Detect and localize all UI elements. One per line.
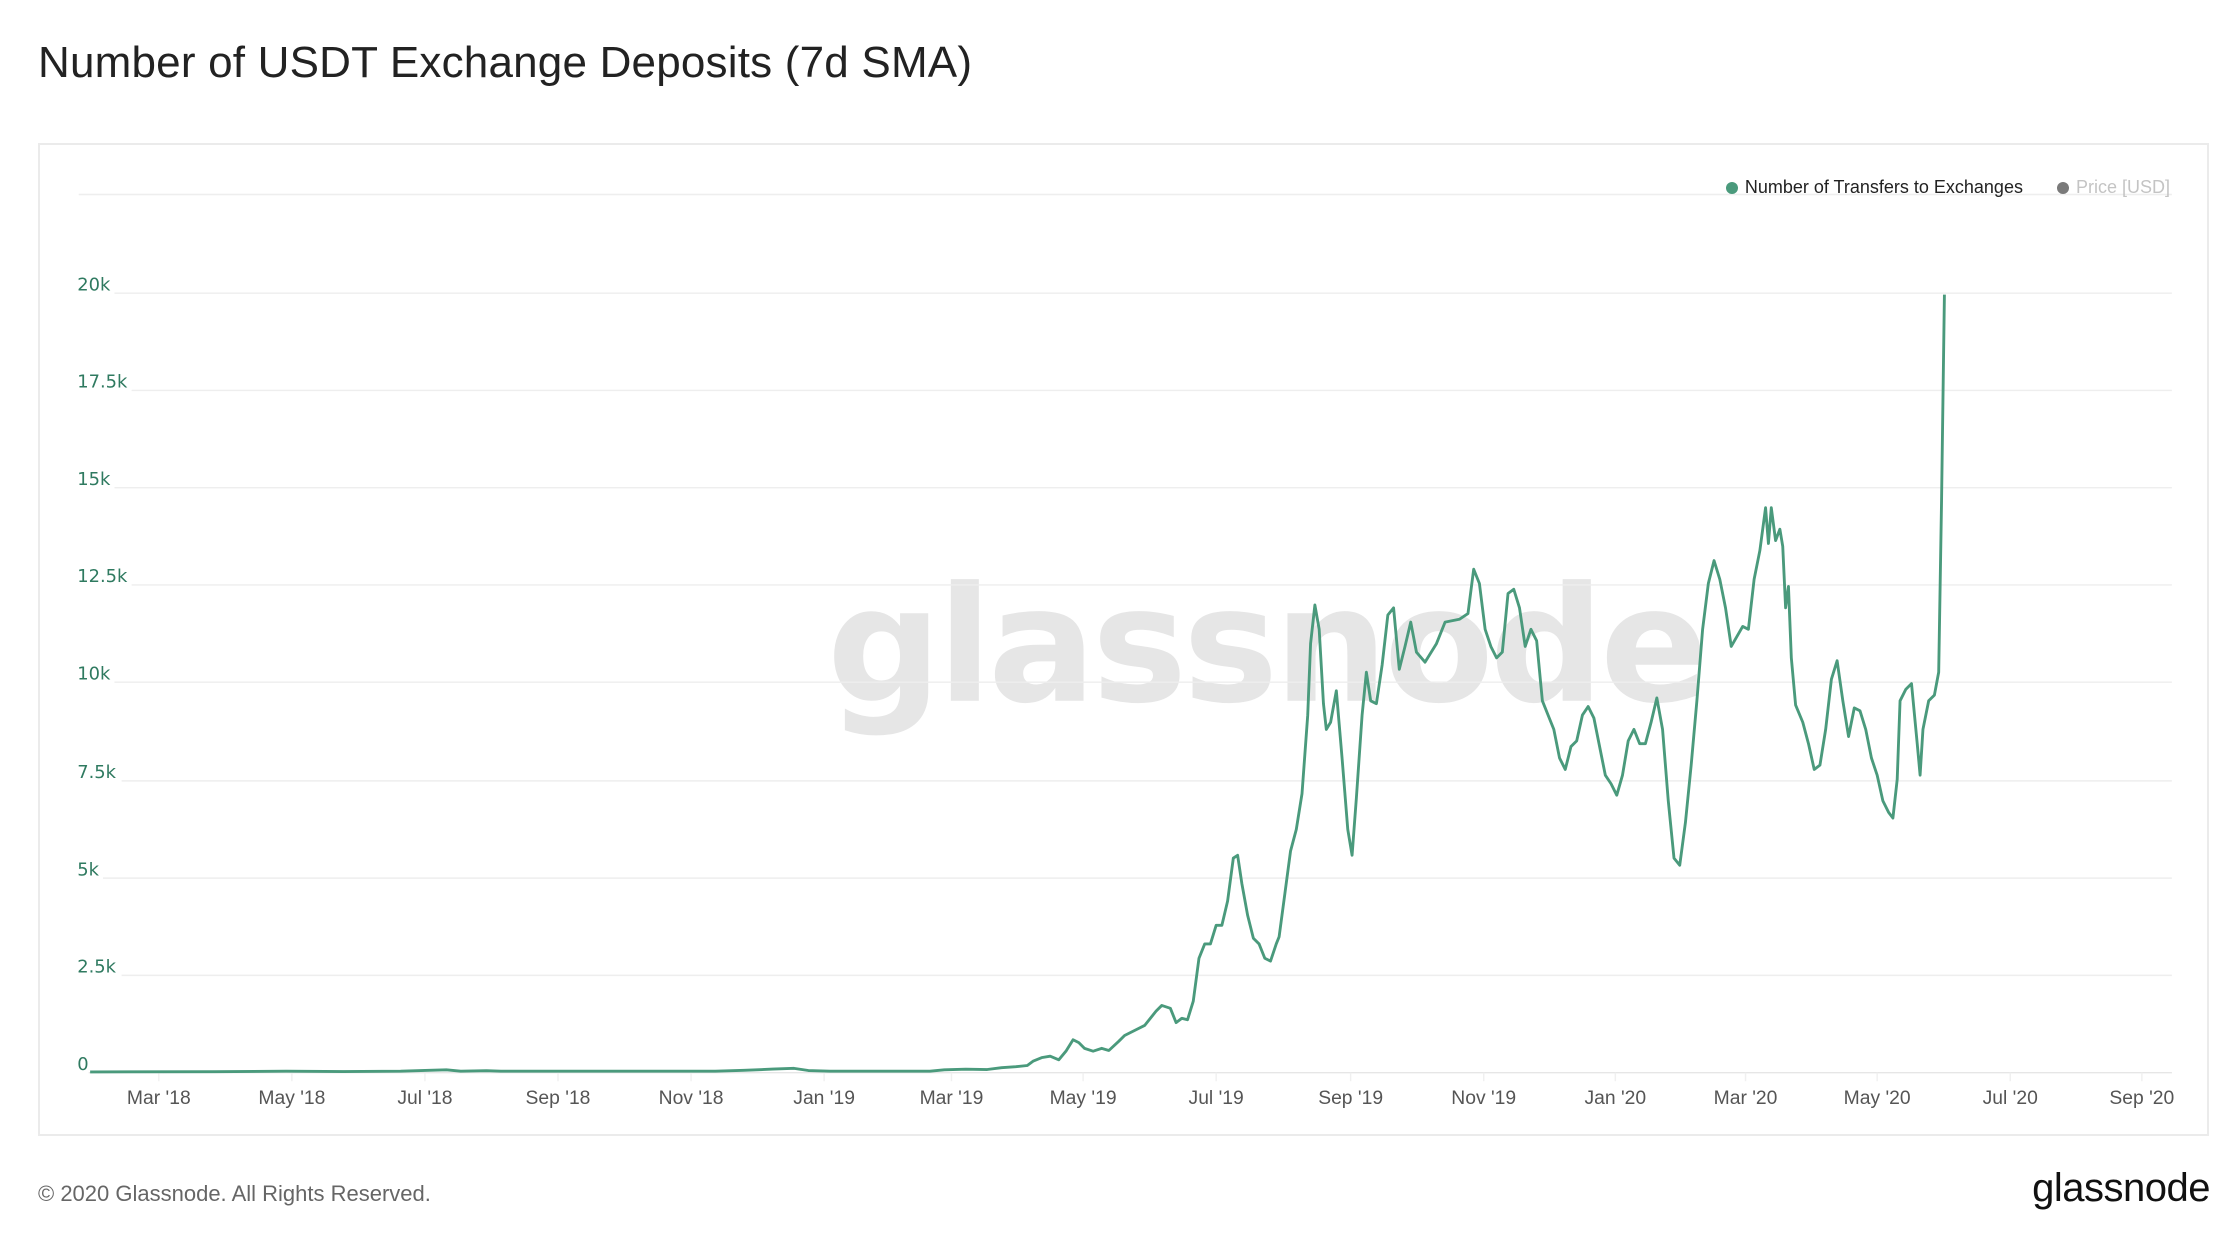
x-tick: Jan '20	[1585, 1088, 1647, 1109]
y-tick: 0	[77, 1054, 88, 1075]
x-axis: Mar '18 May '18 Jul '18 Sep '18 Nov '18 …	[127, 1088, 2174, 1109]
x-tick: Jul '19	[1189, 1088, 1244, 1109]
y-tick: 10k	[77, 663, 111, 684]
legend-dot-icon	[1725, 181, 1738, 194]
watermark: glassnode	[827, 552, 1704, 739]
y-tick: 15k	[77, 469, 111, 490]
series-line-transfers	[90, 294, 1946, 1074]
x-tick: Mar '19	[920, 1088, 984, 1109]
x-tick: May '20	[1844, 1088, 1911, 1109]
y-tick: 20k	[77, 274, 111, 295]
x-tick: Mar '20	[1714, 1088, 1778, 1109]
legend-item-price[interactable]: Price [USD]	[2056, 177, 2170, 198]
x-tick: May '19	[1050, 1088, 1117, 1109]
x-tick-marks	[158, 1072, 2143, 1082]
x-tick: Jan '19	[793, 1088, 855, 1109]
legend-dot-icon	[2056, 181, 2069, 194]
legend-label: Price [USD]	[2075, 177, 2170, 197]
x-tick: Jul '18	[397, 1088, 452, 1109]
x-tick: Sep '19	[1318, 1088, 1383, 1109]
x-tick: Sep '20	[2109, 1088, 2174, 1109]
y-axis: 20k 17.5k 15k 12.5k 10k 7.5k 5k 2.5k 0	[77, 274, 128, 1074]
x-tick: Sep '18	[526, 1088, 591, 1109]
legend-label: Number of Transfers to Exchanges	[1744, 177, 2023, 197]
x-tick: Nov '18	[659, 1088, 724, 1109]
x-tick: Mar '18	[127, 1088, 191, 1109]
x-tick: Jul '20	[1983, 1088, 2038, 1109]
chart-title: Number of USDT Exchange Deposits (7d SMA…	[38, 38, 973, 87]
y-tick: 17.5k	[77, 372, 128, 393]
y-tick: 12.5k	[77, 566, 128, 587]
x-tick: Nov '19	[1451, 1088, 1516, 1109]
copyright: © 2020 Glassnode. All Rights Reserved.	[38, 1181, 431, 1206]
y-tick: 5k	[77, 859, 99, 880]
glassnode-logo: glassnode	[2032, 1166, 2210, 1210]
y-tick: 2.5k	[77, 957, 116, 978]
legend-item-transfers[interactable]: Number of Transfers to Exchanges	[1725, 177, 2023, 198]
y-tick: 7.5k	[77, 762, 116, 783]
x-tick: May '18	[258, 1088, 325, 1109]
chart-panel	[38, 143, 2209, 1136]
legend: Number of Transfers to Exchanges Price […	[1725, 177, 2170, 198]
gridlines	[78, 193, 2172, 1074]
